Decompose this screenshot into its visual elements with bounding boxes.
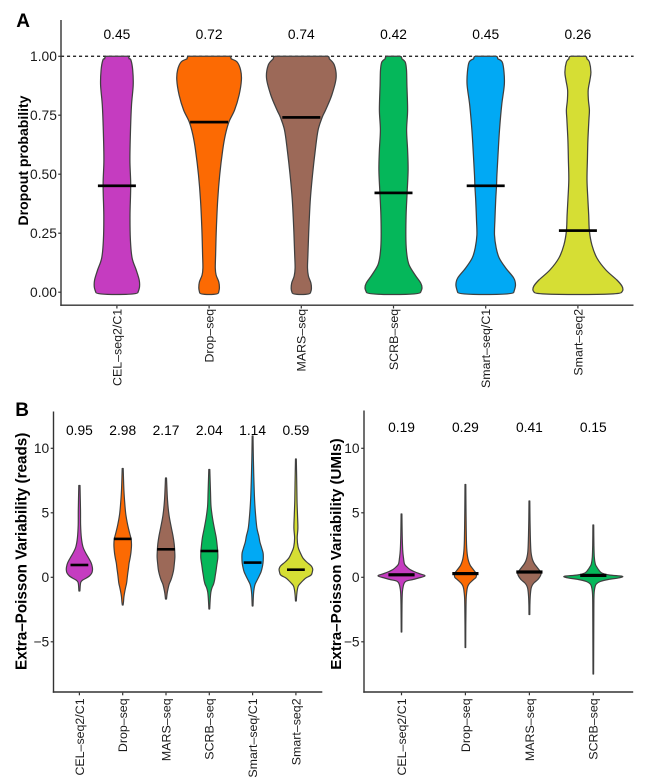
svg-text:0.50: 0.50 — [30, 167, 57, 182]
svg-text:2.17: 2.17 — [153, 423, 180, 438]
svg-text:0.74: 0.74 — [288, 27, 315, 42]
svg-text:0.29: 0.29 — [452, 420, 479, 435]
svg-text:0.19: 0.19 — [388, 420, 415, 435]
svg-text:0.26: 0.26 — [564, 27, 591, 42]
svg-text:Smart–seq/C1: Smart–seq/C1 — [246, 698, 260, 777]
svg-text:2.98: 2.98 — [109, 423, 136, 438]
svg-text:CEL–seq2/C1: CEL–seq2/C1 — [73, 698, 87, 775]
svg-text:Drop–seq: Drop–seq — [116, 698, 130, 752]
svg-text:0.45: 0.45 — [103, 27, 130, 42]
svg-text:0: 0 — [42, 570, 50, 585]
svg-text:CEL–seq2/C1: CEL–seq2/C1 — [110, 309, 124, 386]
svg-text:2.04: 2.04 — [196, 423, 223, 438]
svg-text:MARS–seq: MARS–seq — [159, 698, 173, 761]
svg-text:0.59: 0.59 — [282, 423, 309, 438]
svg-text:Extra–Poisson Variability (UMI: Extra–Poisson Variability (UMIs) — [328, 438, 345, 669]
svg-text:0.42: 0.42 — [380, 27, 407, 42]
svg-text:SCRB–seq: SCRB–seq — [387, 309, 401, 370]
svg-text:Drop–seq: Drop–seq — [459, 698, 473, 752]
svg-text:SCRB–seq: SCRB–seq — [587, 698, 601, 759]
svg-text:−5: −5 — [344, 635, 360, 650]
svg-text:1.00: 1.00 — [30, 49, 57, 64]
svg-text:−5: −5 — [33, 635, 49, 650]
svg-text:Smart–seq2: Smart–seq2 — [289, 698, 303, 765]
svg-text:A: A — [16, 11, 30, 32]
svg-text:SCRB–seq: SCRB–seq — [203, 698, 217, 759]
svg-text:0.45: 0.45 — [472, 27, 499, 42]
svg-text:Dropout probability: Dropout probability — [15, 95, 31, 225]
svg-text:0.41: 0.41 — [516, 420, 543, 435]
svg-text:Smart–seq/C1: Smart–seq/C1 — [479, 309, 493, 388]
svg-text:MARS–seq: MARS–seq — [295, 309, 309, 372]
svg-text:0.75: 0.75 — [30, 108, 57, 123]
svg-text:5: 5 — [42, 506, 50, 521]
svg-text:1.14: 1.14 — [239, 423, 266, 438]
svg-text:0.72: 0.72 — [196, 27, 223, 42]
svg-text:B: B — [15, 400, 29, 421]
svg-text:Extra–Poisson Variability (rea: Extra–Poisson Variability (reads) — [14, 433, 31, 670]
svg-text:5: 5 — [352, 506, 360, 521]
svg-text:Drop–seq: Drop–seq — [203, 309, 217, 363]
svg-text:0.25: 0.25 — [30, 226, 57, 241]
svg-text:0: 0 — [352, 570, 360, 585]
svg-text:0.15: 0.15 — [580, 420, 607, 435]
svg-text:10: 10 — [34, 441, 50, 456]
svg-text:0.95: 0.95 — [66, 423, 93, 438]
svg-text:10: 10 — [344, 441, 360, 456]
svg-text:CEL–seq2/C1: CEL–seq2/C1 — [395, 698, 409, 775]
svg-text:0.00: 0.00 — [30, 285, 57, 300]
svg-text:Smart–seq2: Smart–seq2 — [571, 309, 585, 376]
svg-text:MARS–seq: MARS–seq — [523, 698, 537, 761]
